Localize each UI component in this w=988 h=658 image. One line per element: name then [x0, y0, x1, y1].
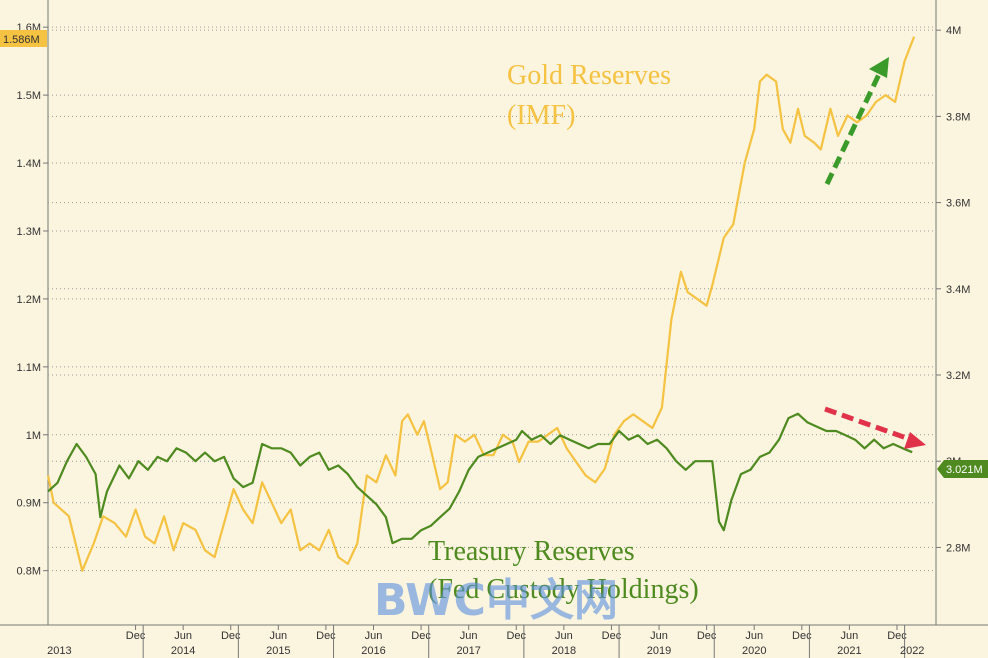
- treasury-label-line1: Treasury Reserves: [428, 536, 635, 567]
- right-tick-label: 3.6M: [946, 198, 970, 210]
- gold-up-arrow: [824, 57, 889, 186]
- x-axis: Dec Jun Dec Jun Dec Jun Dec Jun Dec Jun Dec Jun Dec J…: [47, 625, 924, 658]
- x-year-label: 2017: [456, 645, 480, 657]
- treasury-last-value: 3.021M: [946, 464, 983, 476]
- left-tick-label: 0.8M: [17, 566, 41, 578]
- x-month-label: Dec: [221, 630, 241, 642]
- x-month-label: Dec: [792, 630, 812, 642]
- x-year-label: 2013: [47, 645, 71, 657]
- left-tick-label: 1.5M: [17, 90, 41, 102]
- right-tick-label: 2.8M: [946, 542, 970, 554]
- x-month-label: Jun: [745, 630, 763, 642]
- right-tick-label: 4M: [946, 25, 961, 37]
- x-year-label: 2022: [900, 645, 924, 657]
- x-year-label: 2016: [361, 645, 385, 657]
- x-month-label: Jun: [269, 630, 287, 642]
- x-year-label: 2014: [171, 645, 195, 657]
- gold-last-value: 1.586M: [3, 34, 40, 46]
- x-month-label: Dec: [506, 630, 526, 642]
- treasury-reserves-line: [47, 412, 913, 545]
- left-tick-label: 1M: [26, 430, 41, 442]
- x-month-label: Dec: [411, 630, 431, 642]
- left-tick-label: 1.1M: [17, 362, 41, 374]
- x-year-label: 2015: [266, 645, 290, 657]
- series-lines: [46, 36, 916, 572]
- x-month-label: Dec: [316, 630, 336, 642]
- x-month-label: Jun: [460, 630, 478, 642]
- right-tick-label: 3.4M: [946, 284, 970, 296]
- gold-last-value-badge: 1.586M: [0, 30, 47, 47]
- x-month-label: Dec: [697, 630, 717, 642]
- x-year-label: 2020: [742, 645, 766, 657]
- x-month-label: Jun: [174, 630, 192, 642]
- treasury-label-line2: (Fed Custody Holdings): [428, 574, 699, 605]
- left-tick-label: 0.9M: [17, 498, 41, 510]
- x-month-label: Jun: [365, 630, 383, 642]
- gold-reserves-line: [46, 36, 916, 572]
- left-tick-label: 1.3M: [17, 226, 41, 238]
- x-month-label: Jun: [555, 630, 573, 642]
- x-month-label: Dec: [602, 630, 622, 642]
- gold-label-line2: (IMF): [507, 100, 575, 131]
- gold-label-line1: Gold Reserves: [507, 60, 671, 91]
- gridlines: [0, 0, 988, 626]
- left-tick-label: 1.2M: [17, 294, 41, 306]
- x-year-label: 2021: [837, 645, 861, 657]
- left-tick-label: 1.4M: [17, 158, 41, 170]
- watermark: BWC中文网: [374, 575, 618, 626]
- x-month-label: Jun: [650, 630, 668, 642]
- x-year-label: 2019: [647, 645, 671, 657]
- treasury-down-arrow: [824, 406, 926, 449]
- right-tick-label: 3.2M: [946, 370, 970, 382]
- treasury-last-value-badge: 3.021M: [937, 460, 988, 478]
- right-tick-label: 3.8M: [946, 111, 970, 123]
- x-month-label: Dec: [887, 630, 907, 642]
- x-year-label: 2018: [552, 645, 576, 657]
- x-month-label: Jun: [841, 630, 859, 642]
- x-month-label: Dec: [126, 630, 146, 642]
